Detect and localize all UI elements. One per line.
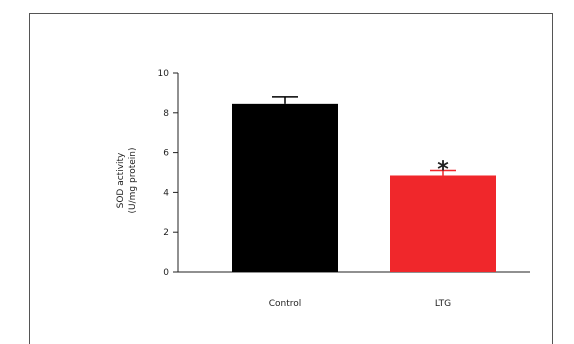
y-tick-label: 10 (158, 69, 170, 79)
x-tick-label: Control (269, 299, 302, 309)
bar-ltg (390, 175, 496, 272)
bar-control (232, 103, 338, 272)
x-tick-label: LTG (435, 299, 451, 309)
y-tick-label: 6 (163, 149, 169, 159)
y-axis-label: SOD activity (116, 152, 126, 208)
y-axis-label-unit: (U/mg protein) (128, 148, 138, 214)
y-tick-label: 4 (163, 188, 169, 198)
y-tick-label: 2 (163, 228, 169, 238)
bars: * (232, 96, 496, 272)
significance-marker: * (437, 158, 449, 183)
y-tick-label: 0 (163, 268, 169, 278)
y-axis: 0 2 4 6 8 10 (158, 69, 179, 278)
y-tick-label: 8 (163, 109, 169, 119)
x-axis: Control LTG (178, 271, 530, 309)
